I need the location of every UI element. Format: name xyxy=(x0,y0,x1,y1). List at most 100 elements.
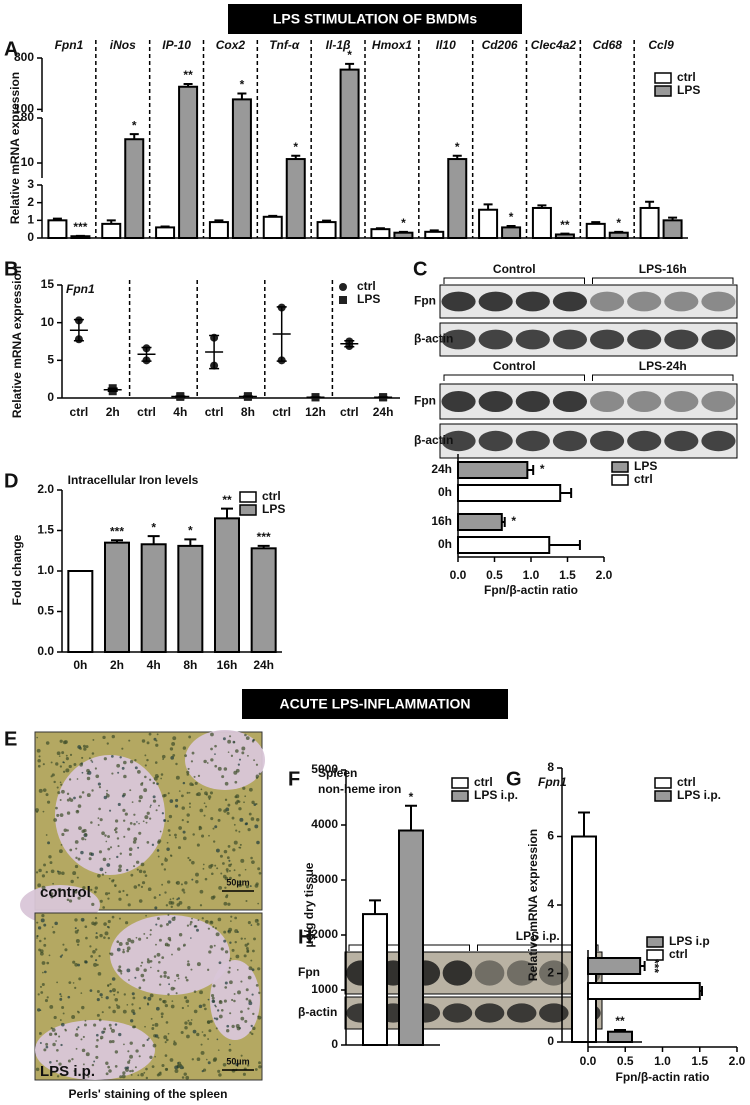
cell xyxy=(60,995,63,998)
blot-row-label: Fpn xyxy=(414,394,436,408)
cell xyxy=(162,794,166,798)
error-bar xyxy=(107,387,118,392)
cell xyxy=(233,823,236,826)
cell xyxy=(166,847,170,851)
cell xyxy=(231,998,234,1002)
cell xyxy=(143,968,147,972)
cell xyxy=(88,757,91,760)
error-bar xyxy=(405,804,417,831)
cell xyxy=(185,1075,190,1080)
cell xyxy=(119,852,122,855)
bar xyxy=(208,221,229,240)
cell xyxy=(130,1073,133,1076)
bar xyxy=(362,913,388,1046)
cell xyxy=(61,871,65,876)
legend-label: ctrl xyxy=(634,472,653,486)
y-tick-label: 1.5 xyxy=(37,523,54,537)
cell xyxy=(54,921,58,926)
legend-swatch xyxy=(451,777,469,789)
cell xyxy=(176,973,180,978)
cell xyxy=(252,739,255,742)
cell xyxy=(205,805,208,808)
error-bar xyxy=(699,986,703,996)
blot-band xyxy=(701,391,736,412)
cell xyxy=(82,1072,86,1076)
red-pulp-area xyxy=(110,915,230,995)
cell xyxy=(66,829,69,832)
bar xyxy=(214,517,240,653)
cell xyxy=(222,862,225,865)
cell xyxy=(247,1007,250,1010)
cell xyxy=(116,991,120,994)
cell xyxy=(41,914,45,918)
x-tick-label: 0h xyxy=(73,658,87,672)
bar xyxy=(316,221,337,240)
cell xyxy=(190,937,192,939)
cell xyxy=(117,802,121,806)
cell xyxy=(62,943,65,946)
cell xyxy=(119,756,122,759)
cell xyxy=(219,854,223,858)
cell xyxy=(67,995,71,999)
cell xyxy=(59,739,63,743)
cell xyxy=(144,1025,146,1028)
cell xyxy=(255,983,259,987)
cell xyxy=(174,979,176,982)
cell xyxy=(123,774,127,779)
cell xyxy=(96,1013,100,1017)
cell xyxy=(177,977,180,980)
cell xyxy=(187,856,190,860)
cell xyxy=(157,969,160,973)
cell xyxy=(59,765,63,768)
cell xyxy=(89,945,92,948)
x-tick-label: Il-1β xyxy=(326,38,351,52)
error-bar xyxy=(242,395,253,398)
cell xyxy=(199,808,204,813)
cell xyxy=(151,1065,155,1069)
cell xyxy=(189,806,191,808)
cell xyxy=(186,1034,190,1039)
x-tick-label: ctrl xyxy=(137,405,156,419)
cell xyxy=(97,972,102,976)
cell xyxy=(106,925,109,928)
cell xyxy=(127,827,131,831)
cell xyxy=(234,916,238,920)
cell xyxy=(82,744,86,748)
cell xyxy=(237,763,240,766)
bar xyxy=(231,98,252,240)
cell xyxy=(104,871,107,874)
cell xyxy=(125,921,129,925)
cell xyxy=(182,1066,185,1069)
cell xyxy=(214,764,218,768)
cell xyxy=(153,737,157,741)
cell xyxy=(82,886,86,890)
x-tick-label: 0.0 xyxy=(450,568,467,582)
cell xyxy=(45,741,50,745)
cell xyxy=(80,992,83,994)
cell xyxy=(53,1015,57,1020)
cell xyxy=(215,1017,219,1021)
cell xyxy=(217,1049,220,1051)
cell xyxy=(68,778,72,781)
cell xyxy=(202,1003,206,1007)
cell xyxy=(42,971,44,974)
cell xyxy=(55,1040,57,1042)
cell xyxy=(212,984,216,988)
y-tick-label: 3000 xyxy=(311,872,338,886)
cell xyxy=(153,955,157,958)
bar xyxy=(607,1030,633,1043)
cell xyxy=(122,819,126,822)
cell xyxy=(84,960,88,964)
cell xyxy=(108,858,111,860)
error-bar xyxy=(591,221,601,224)
cell xyxy=(37,926,42,930)
section-header: LPS STIMULATION OF BMDMs xyxy=(273,11,477,27)
cell xyxy=(203,802,206,805)
cell xyxy=(106,789,109,792)
cell xyxy=(35,808,39,812)
cell xyxy=(131,1069,134,1073)
x-tick-label: Cd206 xyxy=(482,38,518,52)
cell xyxy=(207,927,211,930)
cell xyxy=(129,1054,133,1059)
cell xyxy=(50,761,53,764)
